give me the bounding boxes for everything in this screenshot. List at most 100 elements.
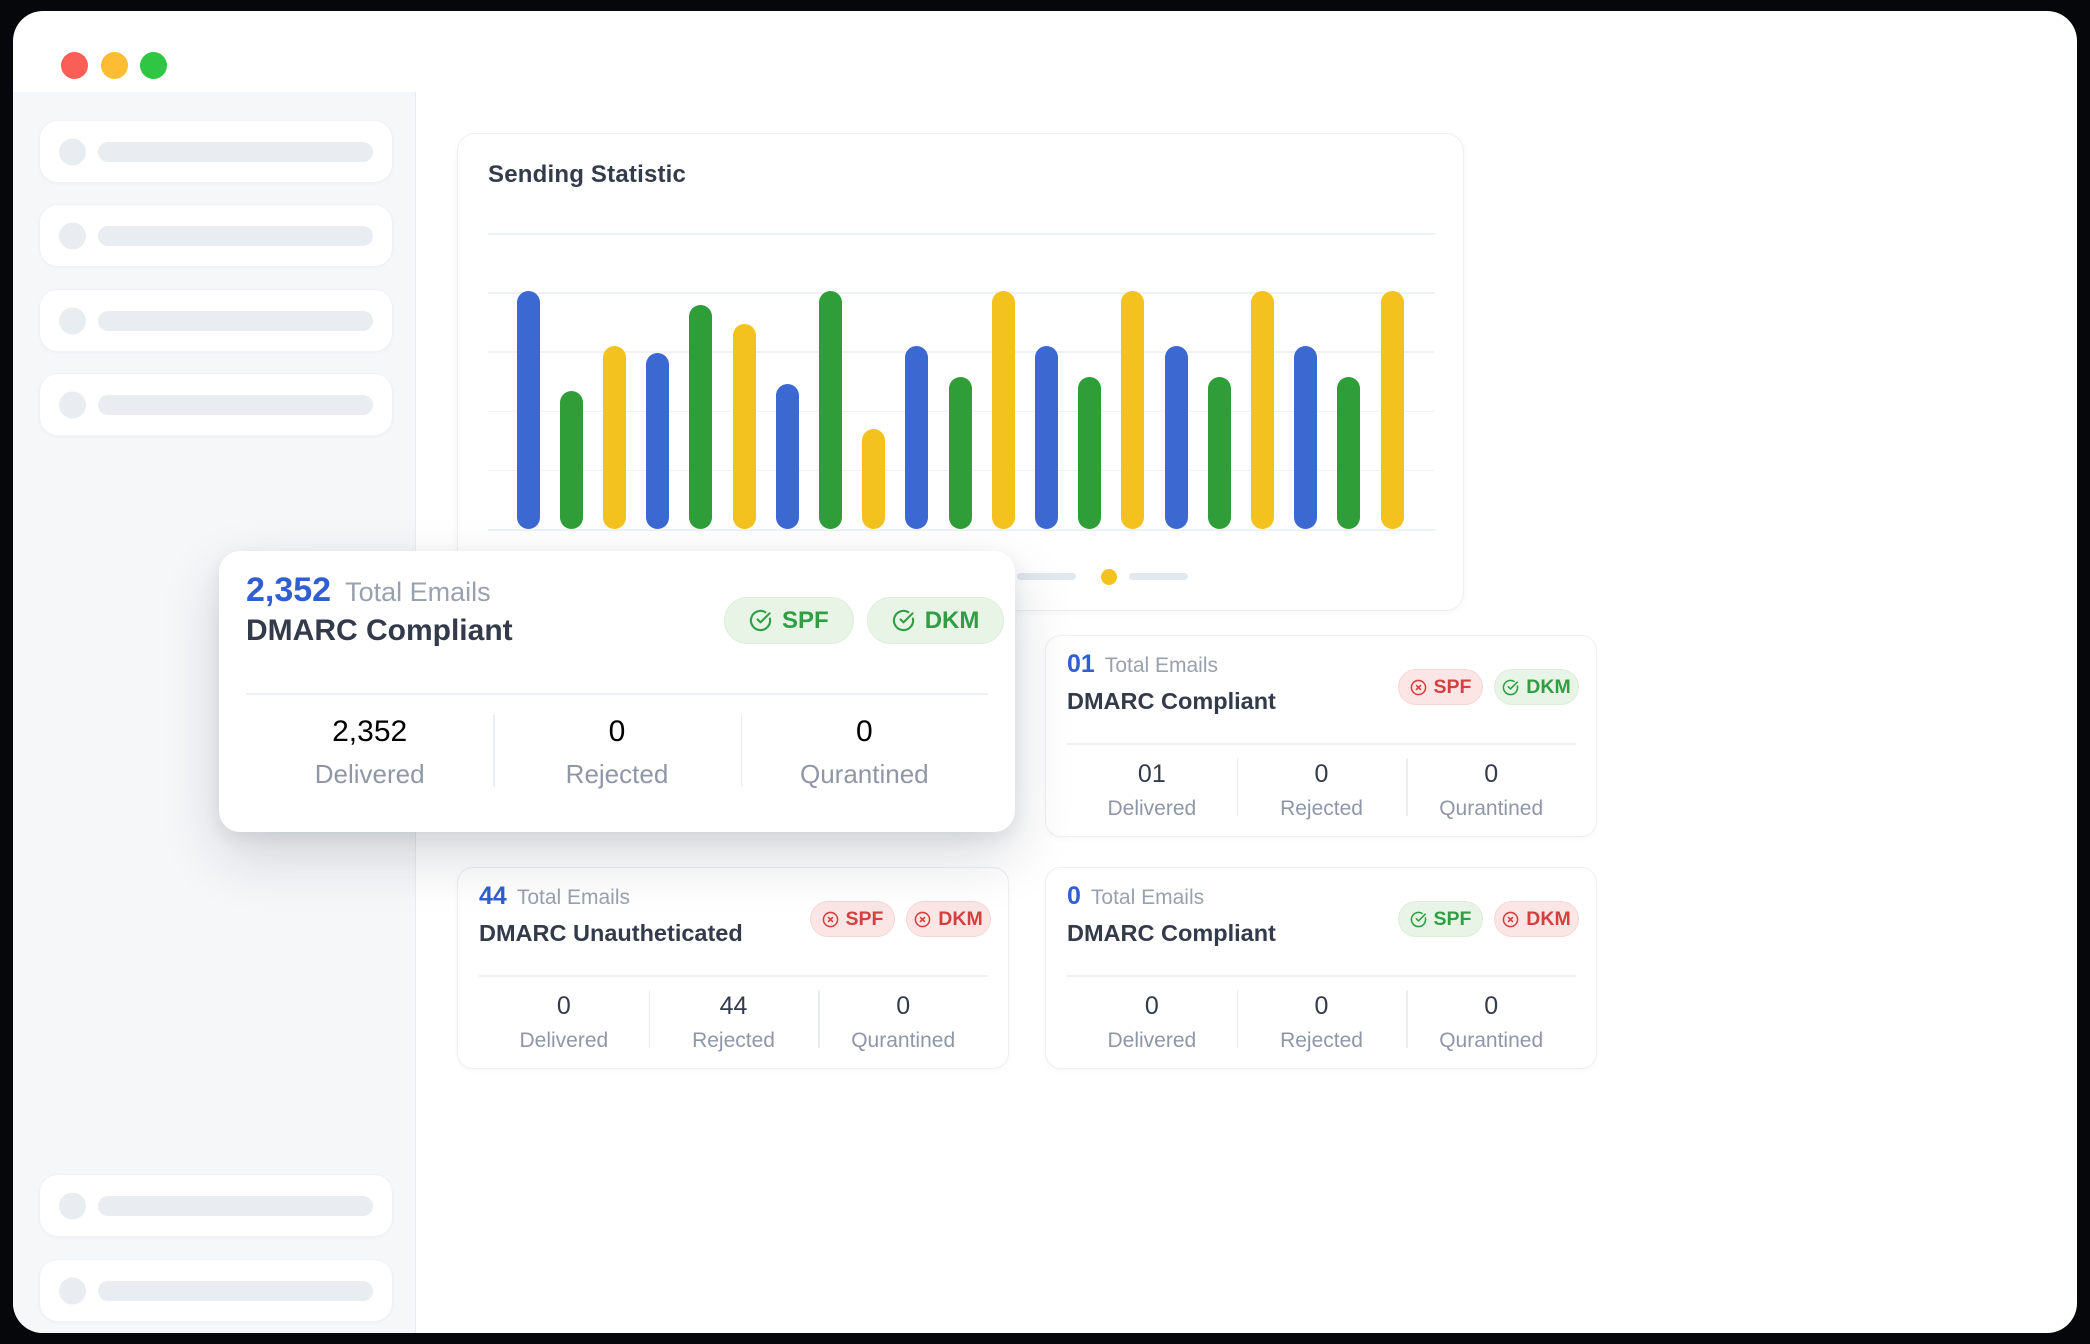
chart-bar	[1078, 376, 1102, 529]
chart-bar	[1121, 291, 1145, 529]
total-emails-label: Total Emails	[1090, 886, 1205, 909]
badge-label: SPF	[845, 907, 884, 930]
divider	[818, 990, 820, 1048]
chart-bar	[689, 305, 713, 529]
divider	[1406, 758, 1408, 816]
carousel-pill[interactable]	[1017, 573, 1076, 580]
chart-bar	[991, 291, 1015, 529]
chart-title: Sending Statistic	[488, 161, 687, 188]
sidebar-skeleton-item	[39, 1259, 393, 1322]
spf-badge: SPF	[1398, 901, 1483, 937]
total-emails-label: Total Emails	[516, 886, 631, 909]
skeleton-circle	[59, 222, 86, 249]
stat-value: 0	[1484, 760, 1499, 788]
dkm-badge: DKM	[906, 901, 991, 937]
bar-chart	[488, 233, 1435, 531]
chart-bar	[1250, 291, 1274, 529]
skeleton-circle	[59, 1192, 86, 1219]
card-title: DMARC Compliant	[1067, 688, 1276, 714]
total-emails-label: Total Emails	[1104, 654, 1219, 677]
skeleton-circle	[59, 391, 86, 418]
sending-statistic-card: Sending Statistic	[457, 133, 1464, 611]
skeleton-circle	[59, 307, 86, 334]
stat-value: 0	[1314, 760, 1329, 788]
skeleton-bar	[98, 141, 373, 162]
total-emails-count: 44	[479, 882, 507, 910]
skeleton-bar	[98, 394, 373, 415]
carousel-pill[interactable]	[1129, 573, 1188, 580]
dmarc-card-bottom-left: 44 Total Emails DMARC Unautheticated SPF…	[457, 867, 1009, 1069]
badge-label: SPF	[1433, 907, 1472, 930]
check-circle-icon	[1410, 911, 1426, 927]
skeleton-circle	[59, 1277, 86, 1304]
card-title: DMARC Compliant	[1067, 920, 1276, 946]
chart-bar	[948, 376, 972, 529]
divider	[648, 990, 651, 1048]
check-circle-icon	[892, 609, 914, 632]
chart-bar	[646, 352, 670, 529]
dmarc-card-bottom-right: 0 Total Emails DMARC Compliant SPF DKM 0…	[1045, 867, 1597, 1069]
card-title: DMARC Compliant	[246, 614, 513, 647]
chart-bar	[775, 383, 799, 529]
divider	[1067, 743, 1576, 745]
dkm-badge: DKM	[1494, 901, 1579, 937]
divider	[479, 975, 988, 977]
stat-value: 44	[719, 992, 748, 1020]
badge-label: DKM	[938, 907, 983, 930]
x-circle-icon	[822, 911, 838, 927]
gridline	[488, 233, 1435, 235]
chart-bar	[602, 345, 626, 529]
divider	[1067, 975, 1576, 977]
stat-label: Rejected	[692, 1029, 775, 1052]
chart-bar	[862, 429, 886, 529]
carousel-active-dot[interactable]	[1101, 569, 1117, 585]
check-circle-icon	[1502, 679, 1519, 695]
stat-label: Delivered	[1107, 797, 1197, 820]
x-circle-icon	[1502, 911, 1519, 927]
divider	[1236, 990, 1239, 1048]
close-button[interactable]	[61, 52, 88, 79]
stat-value: 2,352	[332, 715, 408, 748]
gridline	[488, 529, 1435, 531]
chart-bar	[1337, 376, 1361, 529]
stat-label: Rejected	[1280, 797, 1363, 820]
chart-bar	[905, 345, 929, 529]
dkm-badge: DKM	[1494, 669, 1579, 705]
spf-badge: SPF	[724, 597, 854, 644]
stat-label: Qurantined	[799, 759, 929, 789]
card-title: DMARC Unautheticated	[479, 920, 743, 946]
stat-label: Qurantined	[851, 1029, 956, 1052]
stat-value: 0	[896, 992, 911, 1020]
stat-label: Delivered	[314, 759, 425, 789]
chart-bar	[1294, 345, 1318, 529]
dkm-badge: DKM	[866, 597, 1005, 644]
chart-bar	[1207, 376, 1231, 529]
total-emails-count: 01	[1067, 650, 1095, 678]
check-circle-icon	[749, 609, 772, 632]
divider	[493, 715, 495, 787]
chart-bar	[1034, 345, 1058, 529]
sidebar-skeleton-item	[39, 289, 393, 352]
badge-label: SPF	[782, 606, 829, 634]
divider	[740, 715, 743, 787]
stat-label: Rejected	[565, 759, 669, 789]
skeleton-bar	[98, 225, 373, 246]
skeleton-bar	[98, 310, 373, 331]
gridline	[488, 292, 1435, 294]
badge-label: DKM	[1526, 675, 1571, 698]
total-emails-count: 2,352	[246, 571, 332, 609]
gridline	[488, 351, 1435, 353]
chart-bar	[1164, 345, 1188, 529]
sidebar-skeleton-item	[39, 1174, 393, 1237]
badge-label: DKM	[924, 606, 980, 634]
chart-bar	[818, 291, 842, 529]
total-emails-count: 0	[1067, 882, 1081, 910]
minimize-button[interactable]	[101, 52, 128, 79]
stat-value: 0	[855, 715, 873, 748]
stat-value: 0	[1484, 992, 1499, 1020]
divider	[1236, 758, 1239, 816]
zoom-button[interactable]	[140, 52, 167, 79]
chart-bar	[516, 291, 540, 529]
dmarc-card-top-right: 01 Total Emails DMARC Compliant SPF DKM …	[1045, 635, 1597, 837]
